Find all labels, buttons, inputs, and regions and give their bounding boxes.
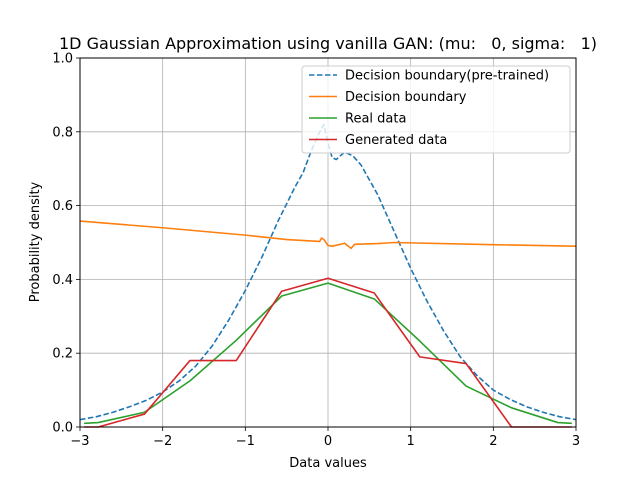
legend-box [301, 65, 571, 154]
legend-label-decision-boundary-pre-trained: Decision boundary(pre-trained) [345, 69, 549, 84]
chart-title: 1D Gaussian Approximation using vanilla … [59, 34, 597, 53]
x-tick-label: 1 [407, 434, 415, 449]
x-axis-label: Data values [289, 456, 367, 471]
y-tick-label: 0.6 [52, 199, 73, 214]
x-axis-ticks: −3 −2 −1 0 1 2 3 [70, 427, 580, 449]
y-tick-label: 0.8 [52, 125, 73, 140]
series-line-decision-boundary-pre-trained [79, 123, 577, 421]
x-tick-label: −1 [236, 434, 255, 449]
legend-label-generated-data: Generated data [345, 133, 447, 148]
legend-label-decision-boundary: Decision boundary [345, 90, 467, 105]
x-tick-label: 2 [489, 434, 497, 449]
y-tick-label: 0.4 [52, 273, 73, 288]
y-axis-ticks: 0.0 0.2 0.4 0.6 0.8 1.0 [52, 52, 80, 436]
y-axis-label: Probability density [28, 181, 43, 302]
x-tick-label: −2 [153, 434, 172, 449]
y-tick-label: 0.0 [52, 421, 73, 436]
y-tick-label: 0.2 [52, 347, 73, 362]
x-tick-label: −3 [70, 434, 89, 449]
y-tick-label: 1.0 [52, 52, 73, 67]
legend-label-real-data: Real data [345, 112, 406, 127]
series-line-real-data [84, 282, 572, 425]
legend-entries: Decision boundary(pre-trained) Decision b… [309, 69, 549, 148]
series-line-decision-boundary [79, 220, 577, 250]
legend: Decision boundary(pre-trained) Decision b… [301, 65, 571, 154]
x-tick-label: 3 [572, 434, 580, 449]
x-tick-label: 0 [324, 434, 332, 449]
